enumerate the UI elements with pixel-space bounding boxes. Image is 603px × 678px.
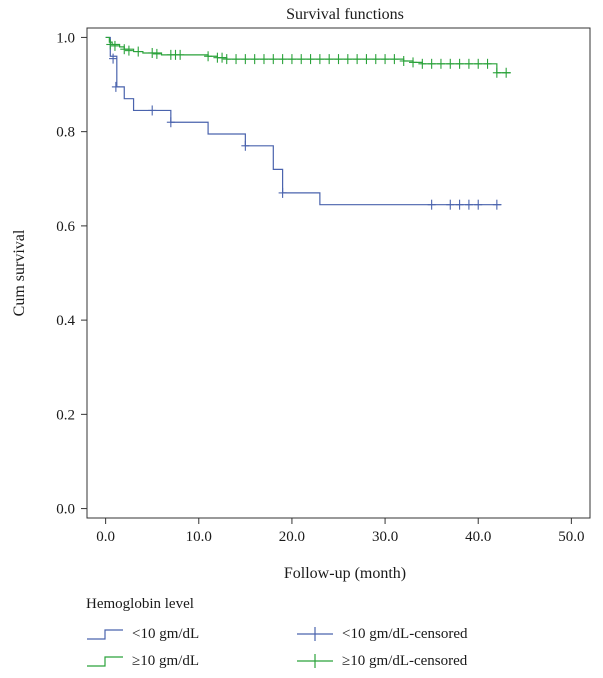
censor-mark [399,55,408,66]
censor-mark [418,58,427,69]
censor-mark [464,199,473,210]
censor-mark [446,58,455,69]
x-axis: 0.0 10.0 20.0 30.0 40.0 50.0 [96,518,584,545]
censor-mark [222,54,231,65]
censor-mark [204,51,213,62]
censor-mark [259,54,268,65]
legend-title: Hemoglobin level [86,596,194,612]
y-tick-label: 0.6 [56,219,75,235]
survival-chart: Survival functions 0.0 10.0 20.0 30.0 40.0 50… [11,6,591,582]
x-tick-label: 50.0 [558,529,584,545]
censor-mark [148,47,157,58]
legend-label-low: <10 gm/dL [132,625,200,642]
censor-mark [148,105,157,116]
censor-mark [306,54,315,65]
censor-mark [464,58,473,69]
censor-mark [455,58,464,69]
censor-mark [325,54,334,65]
legend-step-swatch-low [87,629,123,640]
censor-mark [241,140,250,151]
censor-mark [362,54,371,65]
censor-mark [106,39,115,50]
series-layer [105,36,511,210]
x-tick-label: 30.0 [372,529,398,545]
legend-step-swatch-high [87,656,123,667]
censor-mark [269,54,278,65]
censor-mark [110,40,119,51]
legend-label-high: ≥10 gm/dL [132,652,199,669]
series-0 [105,36,502,210]
legend-censor-swatch-low [297,627,333,641]
y-tick-label: 0.4 [56,313,75,329]
censor-mark [502,67,511,78]
censor-mark [241,54,250,65]
censor-mark [427,199,436,210]
censor-mark [176,49,185,60]
censor-mark [483,58,492,69]
censor-mark [166,117,175,128]
x-tick-label: 20.0 [279,529,305,545]
censor-mark [334,54,343,65]
censor-mark [134,46,143,57]
censor-mark [278,187,287,198]
series-1 [105,36,511,78]
x-tick-label: 0.0 [96,529,115,545]
censor-mark [250,54,259,65]
censor-mark [287,54,296,65]
censor-mark [111,81,120,92]
censor-mark [152,48,161,59]
survival-step-line [105,36,502,206]
legend-label-high-censored: ≥10 gm/dL-censored [342,652,468,669]
y-tick-label: 0.8 [56,125,75,141]
legend-item-high-censored: ≥10 gm/dL-censored [296,650,467,672]
censor-mark [343,54,352,65]
censor-mark [232,54,241,65]
legend: Hemoglobin level <10 gm/dL ≥10 gm/dL <10… [86,596,586,676]
censor-mark [315,54,324,65]
censor-mark [278,54,287,65]
censor-mark [474,58,483,69]
censor-mark [120,44,129,55]
censor-mark [455,199,464,210]
x-axis-title: Follow-up (month) [284,565,406,582]
x-tick-label: 40.0 [465,529,491,545]
censor-mark [474,199,483,210]
censor-mark [371,54,380,65]
y-axis: 0.0 0.2 0.4 0.6 0.8 1.0 [56,30,87,518]
censor-mark [390,54,399,65]
y-tick-label: 0.0 [56,502,75,518]
censor-mark [109,53,118,64]
censor-mark [124,45,133,56]
legend-item-low-censored: <10 gm/dL-censored [296,623,468,645]
censor-mark [446,199,455,210]
censor-mark [427,58,436,69]
legend-label-low-censored: <10 gm/dL-censored [342,625,468,642]
chart-title: Survival functions [286,6,404,23]
plot-frame [86,27,591,519]
y-tick-label: 0.2 [56,407,75,423]
censor-mark [353,54,362,65]
legend-item-low: <10 gm/dL [86,623,199,645]
x-tick-label: 10.0 [186,529,212,545]
censor-mark [492,199,501,210]
y-tick-label: 1.0 [56,30,75,46]
censor-mark [218,52,227,63]
legend-item-high: ≥10 gm/dL [86,650,199,672]
censor-mark [436,58,445,69]
censor-mark [381,54,390,65]
censor-mark [297,54,306,65]
censor-mark [409,57,418,68]
censor-mark [492,67,501,78]
y-axis-title: Cum survival [11,229,28,316]
legend-censor-swatch-high [297,654,333,668]
